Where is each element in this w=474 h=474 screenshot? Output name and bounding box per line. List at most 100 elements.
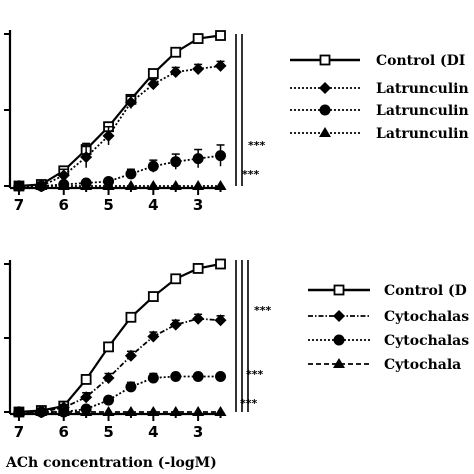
data-point <box>169 180 182 190</box>
data-point <box>147 406 160 416</box>
data-point <box>80 406 93 416</box>
x-tick-label: 3 <box>193 196 203 214</box>
data-point <box>215 30 226 41</box>
series-2 <box>12 312 227 418</box>
series-line <box>18 262 221 414</box>
legend-marker <box>333 334 345 346</box>
legend-marker <box>333 358 345 368</box>
x-axis-title: ACh concentration (-logM) <box>5 455 217 471</box>
data-point <box>124 406 137 416</box>
legend-marker <box>333 310 345 322</box>
data-point <box>103 341 114 353</box>
data-point <box>125 311 137 323</box>
data-point <box>35 180 48 190</box>
data-point <box>214 59 227 72</box>
legend-label: Control (DI <box>376 53 465 69</box>
data-point <box>35 406 48 416</box>
legend-label: Cytochalas <box>384 333 469 349</box>
data-point <box>102 371 115 384</box>
chart-panel-1: 7 6 5 4 3 *** *** Control (DI Latrunculin Latrunc… <box>4 30 469 214</box>
series-3 <box>13 144 227 192</box>
x-tick-label: 5 <box>103 196 113 214</box>
data-point <box>147 78 160 91</box>
x-tick-label: 3 <box>193 423 203 441</box>
legend-label: Latrunculin <box>376 81 469 97</box>
x-tick-label: 6 <box>59 423 69 441</box>
data-point <box>124 349 137 362</box>
data-point <box>102 129 115 142</box>
series-line <box>18 317 221 413</box>
data-point <box>215 258 226 270</box>
legend-marker <box>319 82 331 94</box>
data-point <box>124 96 137 109</box>
data-point <box>102 406 115 416</box>
legend: Control (D Cytochalas Cytochalas Cytochala <box>308 283 469 373</box>
data-point <box>169 318 182 331</box>
x-tick-label: 6 <box>59 196 69 214</box>
legend-label: Latrunculin <box>376 103 469 119</box>
data-point <box>192 406 205 416</box>
series-3 <box>13 370 227 418</box>
series-line <box>18 375 221 413</box>
series-4 <box>12 180 227 190</box>
legend: Control (DI Latrunculin Latrunculin Latrunc… <box>290 53 469 142</box>
data-point <box>57 180 70 190</box>
x-tick-label: 4 <box>148 196 158 214</box>
data-point <box>80 374 92 385</box>
significance-label: *** <box>246 368 264 381</box>
data-point <box>192 370 204 382</box>
data-point <box>80 180 93 190</box>
series-line <box>18 34 221 188</box>
data-point <box>147 330 160 343</box>
data-point <box>12 180 25 190</box>
series-line <box>18 154 221 187</box>
significance-label: *** <box>248 139 266 152</box>
legend-marker <box>319 104 331 116</box>
series-line <box>18 65 221 187</box>
data-point <box>170 46 182 58</box>
data-point <box>192 180 205 190</box>
x-tick-label: 5 <box>103 423 113 441</box>
data-point <box>80 391 93 404</box>
legend-label: Cytochala <box>384 357 461 373</box>
legend-label: Latrunculin <box>376 126 469 142</box>
data-point <box>214 314 227 327</box>
significance-label: *** <box>240 397 258 410</box>
data-point <box>192 153 204 165</box>
chart-panel-2: 7 6 5 4 3 *** *** *** Control (D Cytochalas Cytoch… <box>4 258 469 471</box>
series-2 <box>12 59 227 192</box>
data-point <box>170 156 182 168</box>
data-point <box>170 273 182 285</box>
series-1 <box>13 30 226 192</box>
data-point <box>103 394 115 406</box>
legend-label: Control (D <box>384 283 467 299</box>
data-point <box>192 62 205 75</box>
legend-label: Cytochalas <box>384 309 469 325</box>
significance-label: *** <box>254 304 272 317</box>
x-tick-label: 7 <box>14 196 24 214</box>
data-point <box>147 160 159 172</box>
data-point <box>125 168 137 180</box>
data-point <box>57 406 70 416</box>
x-tick-label: 7 <box>14 423 24 441</box>
significance-label: *** <box>242 168 260 181</box>
legend-marker <box>333 284 345 296</box>
data-point <box>102 180 115 190</box>
data-point <box>169 66 182 78</box>
data-point <box>214 406 227 416</box>
data-point <box>147 68 159 79</box>
data-point <box>192 33 204 44</box>
x-tick-label: 4 <box>148 423 158 441</box>
data-point <box>12 406 25 416</box>
data-point <box>57 169 70 182</box>
legend-marker <box>319 54 331 66</box>
data-point <box>169 406 182 416</box>
data-point <box>192 312 205 325</box>
data-point <box>80 151 93 164</box>
data-point <box>147 372 159 384</box>
data-point <box>124 180 137 190</box>
data-point <box>125 381 137 393</box>
legend-marker <box>319 127 331 137</box>
data-point <box>170 370 182 382</box>
